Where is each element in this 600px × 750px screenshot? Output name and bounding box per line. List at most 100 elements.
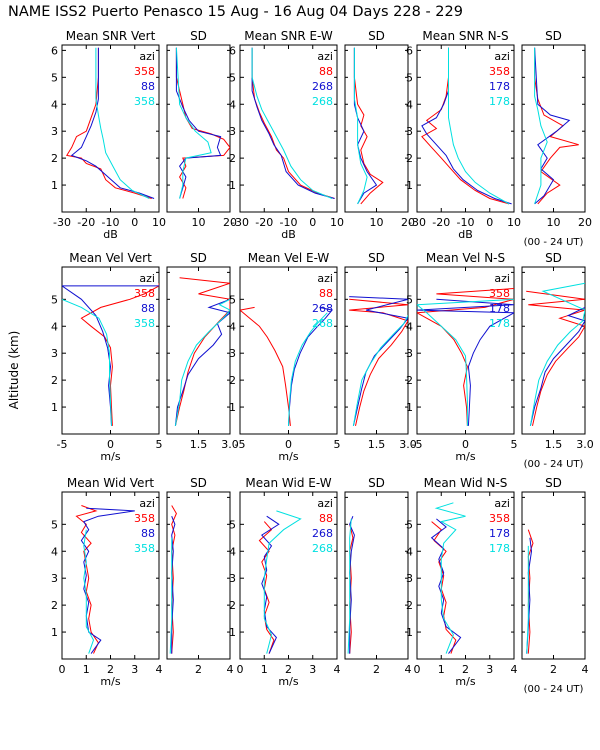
- x-tick-label: 3: [309, 663, 316, 676]
- legend-entry-cyan: 358: [134, 542, 155, 555]
- panel-title: Mean Vel E-W: [248, 251, 330, 265]
- series-line-cyan: [448, 47, 510, 205]
- y-tick-label: 5: [51, 518, 58, 531]
- chart-panel-0-1: SD 10 20: [166, 29, 237, 229]
- legend-title: azi: [317, 497, 333, 510]
- x-tick-label: 0: [285, 438, 292, 451]
- chart-panel-1-1: SD 1.5 3.0: [166, 251, 239, 451]
- plot-frame: [521, 491, 586, 660]
- x-tick-label: 3.0: [576, 438, 594, 451]
- series-line-cyan: [169, 537, 173, 654]
- x-tick-label: -30: [408, 216, 426, 229]
- x-tick-label: 0: [237, 663, 244, 676]
- x-tick-label: -20: [255, 216, 273, 229]
- x-tick-label: 4: [156, 663, 163, 676]
- series-line-cyan: [251, 47, 333, 199]
- x-tick-label: 20: [578, 216, 592, 229]
- x-tick-label: 1: [438, 663, 445, 676]
- series-group: [174, 277, 230, 427]
- panel-title: SD: [190, 29, 207, 43]
- legend-entry-red: 358: [489, 287, 510, 300]
- x-tick-label: 2: [107, 663, 114, 676]
- panel-group: Mean SNR Vert-30 -20 -10 0 10123456dBazi3588…: [51, 29, 594, 695]
- legend-entry-blue: 178: [489, 302, 510, 315]
- series-line-blue: [80, 507, 135, 654]
- y-tick-label: 1: [406, 626, 413, 639]
- x-tick-label: 2: [195, 663, 202, 676]
- y-tick-label: 5: [229, 293, 236, 306]
- series-line-cyan: [83, 529, 95, 654]
- y-tick-label: 6: [51, 44, 58, 57]
- legend-title: azi: [139, 50, 155, 63]
- y-tick-label: 5: [406, 71, 413, 84]
- y-tick-label: 2: [51, 374, 58, 387]
- series-line-blue: [430, 518, 462, 654]
- x-tick-label: -5: [57, 438, 68, 451]
- x-tick-label: 0: [131, 216, 138, 229]
- y-tick-label: 5: [229, 518, 236, 531]
- series-line-red: [353, 47, 384, 205]
- series-line-blue: [349, 516, 355, 654]
- x-tick-label: 0: [107, 438, 114, 451]
- x-tick-label: 1: [83, 663, 90, 676]
- x-axis-label: m/s: [100, 450, 120, 463]
- legend-title: azi: [494, 50, 510, 63]
- y-tick-label: 1: [51, 401, 58, 414]
- y-tick-label: 2: [406, 152, 413, 165]
- y-tick-label: 3: [229, 572, 236, 585]
- chart-panel-1-0: Mean Vel Vert -5 0 5 1 2 3 4 5 m/s azi 358 88 358: [51, 251, 163, 463]
- series-line-cyan: [288, 312, 328, 426]
- x-tick-label: -20: [432, 216, 450, 229]
- series-group: [417, 288, 514, 426]
- x-tick-label: 1.5: [190, 438, 208, 451]
- y-tick-label: 6: [229, 44, 236, 57]
- legend-title: azi: [494, 272, 510, 285]
- legend-entry-red: 88: [319, 512, 333, 525]
- series-group: [251, 47, 335, 199]
- panel-title: Mean Wid E-W: [245, 476, 331, 490]
- x-tick-label: 10: [547, 216, 561, 229]
- panel-title: SD: [368, 29, 385, 43]
- legend-title: azi: [139, 497, 155, 510]
- series-group: [65, 47, 155, 199]
- x-tick-label: 4: [582, 663, 589, 676]
- series-group: [175, 47, 230, 199]
- x-axis-label: dB: [281, 228, 296, 241]
- y-tick-label: 2: [229, 374, 236, 387]
- series-line-red: [251, 47, 335, 199]
- legend-entry-cyan: 268: [312, 95, 333, 108]
- panel-title: SD: [368, 476, 385, 490]
- x-axis-label: dB: [458, 228, 473, 241]
- chart-panel-0-4: Mean SNR N-S -30 -20 -10 0 10 1 2 3 4 5 6 dB azi 358 17…: [406, 29, 521, 241]
- legend-entry-red: 358: [134, 512, 155, 525]
- x-tick-label: -10: [457, 216, 475, 229]
- x-tick-label: 1.5: [545, 438, 563, 451]
- y-tick-label: 3: [229, 125, 236, 138]
- series-group: [534, 47, 579, 205]
- plot-frame: [166, 491, 231, 660]
- panel-title: SD: [545, 29, 562, 43]
- plot-frame: [344, 491, 409, 660]
- y-tick-label: 2: [229, 152, 236, 165]
- series-line-cyan: [352, 315, 408, 426]
- y-tick-label: 4: [51, 98, 58, 111]
- y-tick-label: 1: [229, 401, 236, 414]
- x-tick-label: 5: [156, 438, 163, 451]
- legend-entry-cyan: 358: [134, 317, 155, 330]
- series-line-blue: [349, 296, 408, 427]
- series-line-cyan: [353, 47, 368, 205]
- chart-panel-0-3: SD 10 20: [344, 29, 415, 229]
- legend-title: azi: [494, 497, 510, 510]
- chart-panel-2-4: Mean Wid N-S 0 1 2 3 4 1 2 3 4 5 m/s azi 358 178 178: [406, 476, 518, 688]
- series-line-red: [65, 47, 152, 199]
- y-tick-label: 2: [406, 374, 413, 387]
- y-tick-label: 4: [51, 545, 58, 558]
- legend-entry-red: 88: [319, 65, 333, 78]
- x-tick-label: 20: [223, 216, 237, 229]
- x-axis-label: m/s: [100, 675, 120, 688]
- x-tick-label: 2: [285, 663, 292, 676]
- series-line-cyan: [174, 298, 230, 426]
- y-tick-label: 2: [51, 152, 58, 165]
- x-tick-label: 20: [401, 216, 415, 229]
- y-tick-label: 1: [51, 626, 58, 639]
